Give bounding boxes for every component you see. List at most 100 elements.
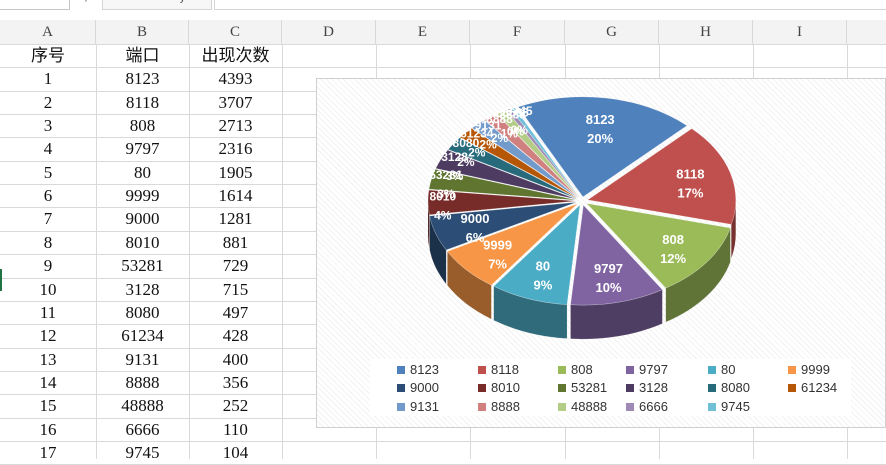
table-cell[interactable]: 3128	[125, 280, 160, 299]
formula-input[interactable]	[214, 0, 886, 10]
table-cell[interactable]: 10	[39, 280, 57, 299]
legend-item-9797[interactable]: 9797	[626, 361, 668, 379]
table-cell[interactable]: 5	[43, 163, 53, 182]
table-cell[interactable]: 4	[43, 139, 53, 158]
table-cell[interactable]: 6	[43, 186, 53, 205]
table-cell[interactable]: 17	[39, 443, 57, 462]
legend-item-6666[interactable]: 6666	[626, 398, 668, 416]
table-cell[interactable]: 8010	[125, 233, 160, 252]
table-cell[interactable]: 6666	[125, 420, 160, 439]
column-header-i[interactable]: I	[753, 20, 847, 44]
column-header-b[interactable]: B	[96, 20, 189, 44]
data-label-8080[interactable]: 8080 2%	[453, 136, 480, 169]
table-cell[interactable]: 16	[39, 420, 57, 439]
table-cell[interactable]: 881	[222, 233, 249, 252]
table-cell[interactable]: 53281	[121, 256, 164, 275]
table-cell[interactable]: 2316	[218, 139, 253, 158]
data-label-8010[interactable]: 8010 4%	[429, 189, 456, 222]
pie-slice-9131[interactable]	[471, 120, 579, 199]
data-label-9745[interactable]: 9745 0%	[506, 104, 533, 137]
column-header-f[interactable]: F	[470, 20, 565, 44]
table-cell[interactable]: 9131	[125, 350, 160, 369]
table-cell[interactable]: 8	[43, 233, 53, 252]
data-label-8888[interactable]: 8888 2%	[486, 112, 513, 145]
table-cell[interactable]: 715	[222, 280, 249, 299]
pie-slice-9999[interactable]	[446, 203, 578, 286]
table-cell[interactable]: 9	[43, 256, 53, 275]
pie-slice-80[interactable]	[493, 204, 581, 305]
table-cell[interactable]: 808	[129, 116, 156, 135]
table-cell[interactable]: 12	[39, 326, 57, 345]
data-label-9797[interactable]: 9797 10%	[594, 261, 623, 295]
legend-item-8118[interactable]: 8118	[478, 361, 519, 379]
table-cell[interactable]: 80	[134, 163, 151, 182]
column-header-e[interactable]: E	[376, 20, 470, 44]
data-label-61234[interactable]: 61234 2%	[460, 126, 494, 159]
data-label-6666[interactable]: 6666 0%	[502, 105, 529, 138]
table-cell[interactable]: 497	[222, 303, 249, 322]
legend-item-808[interactable]: 808	[558, 361, 593, 379]
table-cell[interactable]: 9999	[125, 186, 160, 205]
table-cell[interactable]: 48888	[121, 396, 164, 415]
legend-item-9999[interactable]: 9999	[788, 361, 830, 379]
data-label-53281[interactable]: 53281 3%	[429, 168, 463, 201]
legend-item-9131[interactable]: 9131	[397, 398, 439, 416]
pie-slice-8123[interactable]	[517, 96, 688, 198]
table-cell[interactable]: 2	[43, 93, 53, 112]
legend-item-61234[interactable]: 61234	[788, 379, 837, 397]
table-cell[interactable]: 2713	[218, 116, 253, 135]
legend-item-8888[interactable]: 8888	[478, 398, 520, 416]
pie-slice-48888[interactable]	[496, 109, 580, 198]
pie-slice-8010[interactable]	[427, 189, 577, 216]
table-cell[interactable]: 11	[39, 303, 57, 322]
pie-slice-side-9000[interactable]	[429, 215, 447, 285]
table-cell[interactable]: 14	[39, 373, 57, 392]
pie-slice-6666[interactable]	[505, 108, 580, 198]
pie-slice-53281[interactable]	[428, 168, 577, 201]
data-label-3128[interactable]: 3128 3%	[441, 150, 468, 183]
pie-slice-808[interactable]	[586, 203, 731, 289]
pie-slice-3128[interactable]	[435, 149, 577, 200]
legend-item-9745[interactable]: 9745	[708, 398, 750, 416]
table-cell[interactable]: 8888	[125, 373, 160, 392]
table-cell[interactable]: 9745	[125, 443, 160, 462]
table-cell[interactable]: 9797	[125, 139, 160, 158]
header-cell[interactable]: 出现次数	[201, 46, 270, 65]
data-label-9999[interactable]: 9999 7%	[483, 237, 512, 271]
table-cell[interactable]: 7	[43, 209, 53, 228]
pie-slice-9000[interactable]	[429, 202, 577, 251]
pie-slice-8080[interactable]	[447, 137, 578, 199]
table-cell[interactable]: 3	[43, 116, 53, 135]
column-header-a[interactable]: A	[0, 20, 96, 44]
table-cell[interactable]: 1281	[218, 209, 253, 228]
data-label-9000[interactable]: 9000 6%	[461, 211, 490, 245]
column-header-c[interactable]: C	[189, 20, 282, 44]
name-box[interactable]	[0, 0, 70, 10]
table-cell[interactable]: 1905	[218, 163, 253, 182]
table-cell[interactable]: 8080	[125, 303, 160, 322]
legend-item-9000[interactable]: 9000	[397, 379, 439, 397]
table-cell[interactable]: 3707	[218, 93, 253, 112]
table-cell[interactable]: 4393	[218, 69, 253, 88]
column-header-g[interactable]: G	[565, 20, 659, 44]
legend-item-80[interactable]: 80	[708, 361, 735, 379]
table-cell[interactable]: 61234	[121, 326, 164, 345]
table-cell[interactable]: 104	[222, 443, 249, 462]
header-cell[interactable]: 序号	[31, 46, 65, 65]
pie-slice-9797[interactable]	[570, 204, 663, 306]
data-label-9131[interactable]: 9131 2%	[475, 119, 502, 152]
legend-item-8123[interactable]: 8123	[397, 361, 439, 379]
chart-legend[interactable]: 8123 8118 808 9797 80 9999 9000 8010 53281 3128 80…	[370, 359, 851, 416]
data-label-808[interactable]: 808 12%	[660, 232, 686, 266]
data-label-8123[interactable]: 8123 20%	[586, 112, 615, 146]
header-cell[interactable]: 端口	[125, 46, 160, 65]
pie-slice-8118[interactable]	[586, 128, 737, 225]
table-cell[interactable]: 400	[222, 350, 249, 369]
pie-chart-plot[interactable]: 8123 20%8118 17%808 12%9797 10%80 9%9999 7%900…	[317, 79, 886, 429]
table-cell[interactable]: 9000	[125, 209, 160, 228]
table-cell[interactable]: 13	[39, 350, 57, 369]
table-cell[interactable]: 729	[222, 256, 249, 275]
cancel-icon[interactable]: ✕	[117, 0, 129, 5]
table-cell[interactable]: 428	[222, 326, 249, 345]
pie-slice-9745[interactable]	[510, 107, 580, 198]
